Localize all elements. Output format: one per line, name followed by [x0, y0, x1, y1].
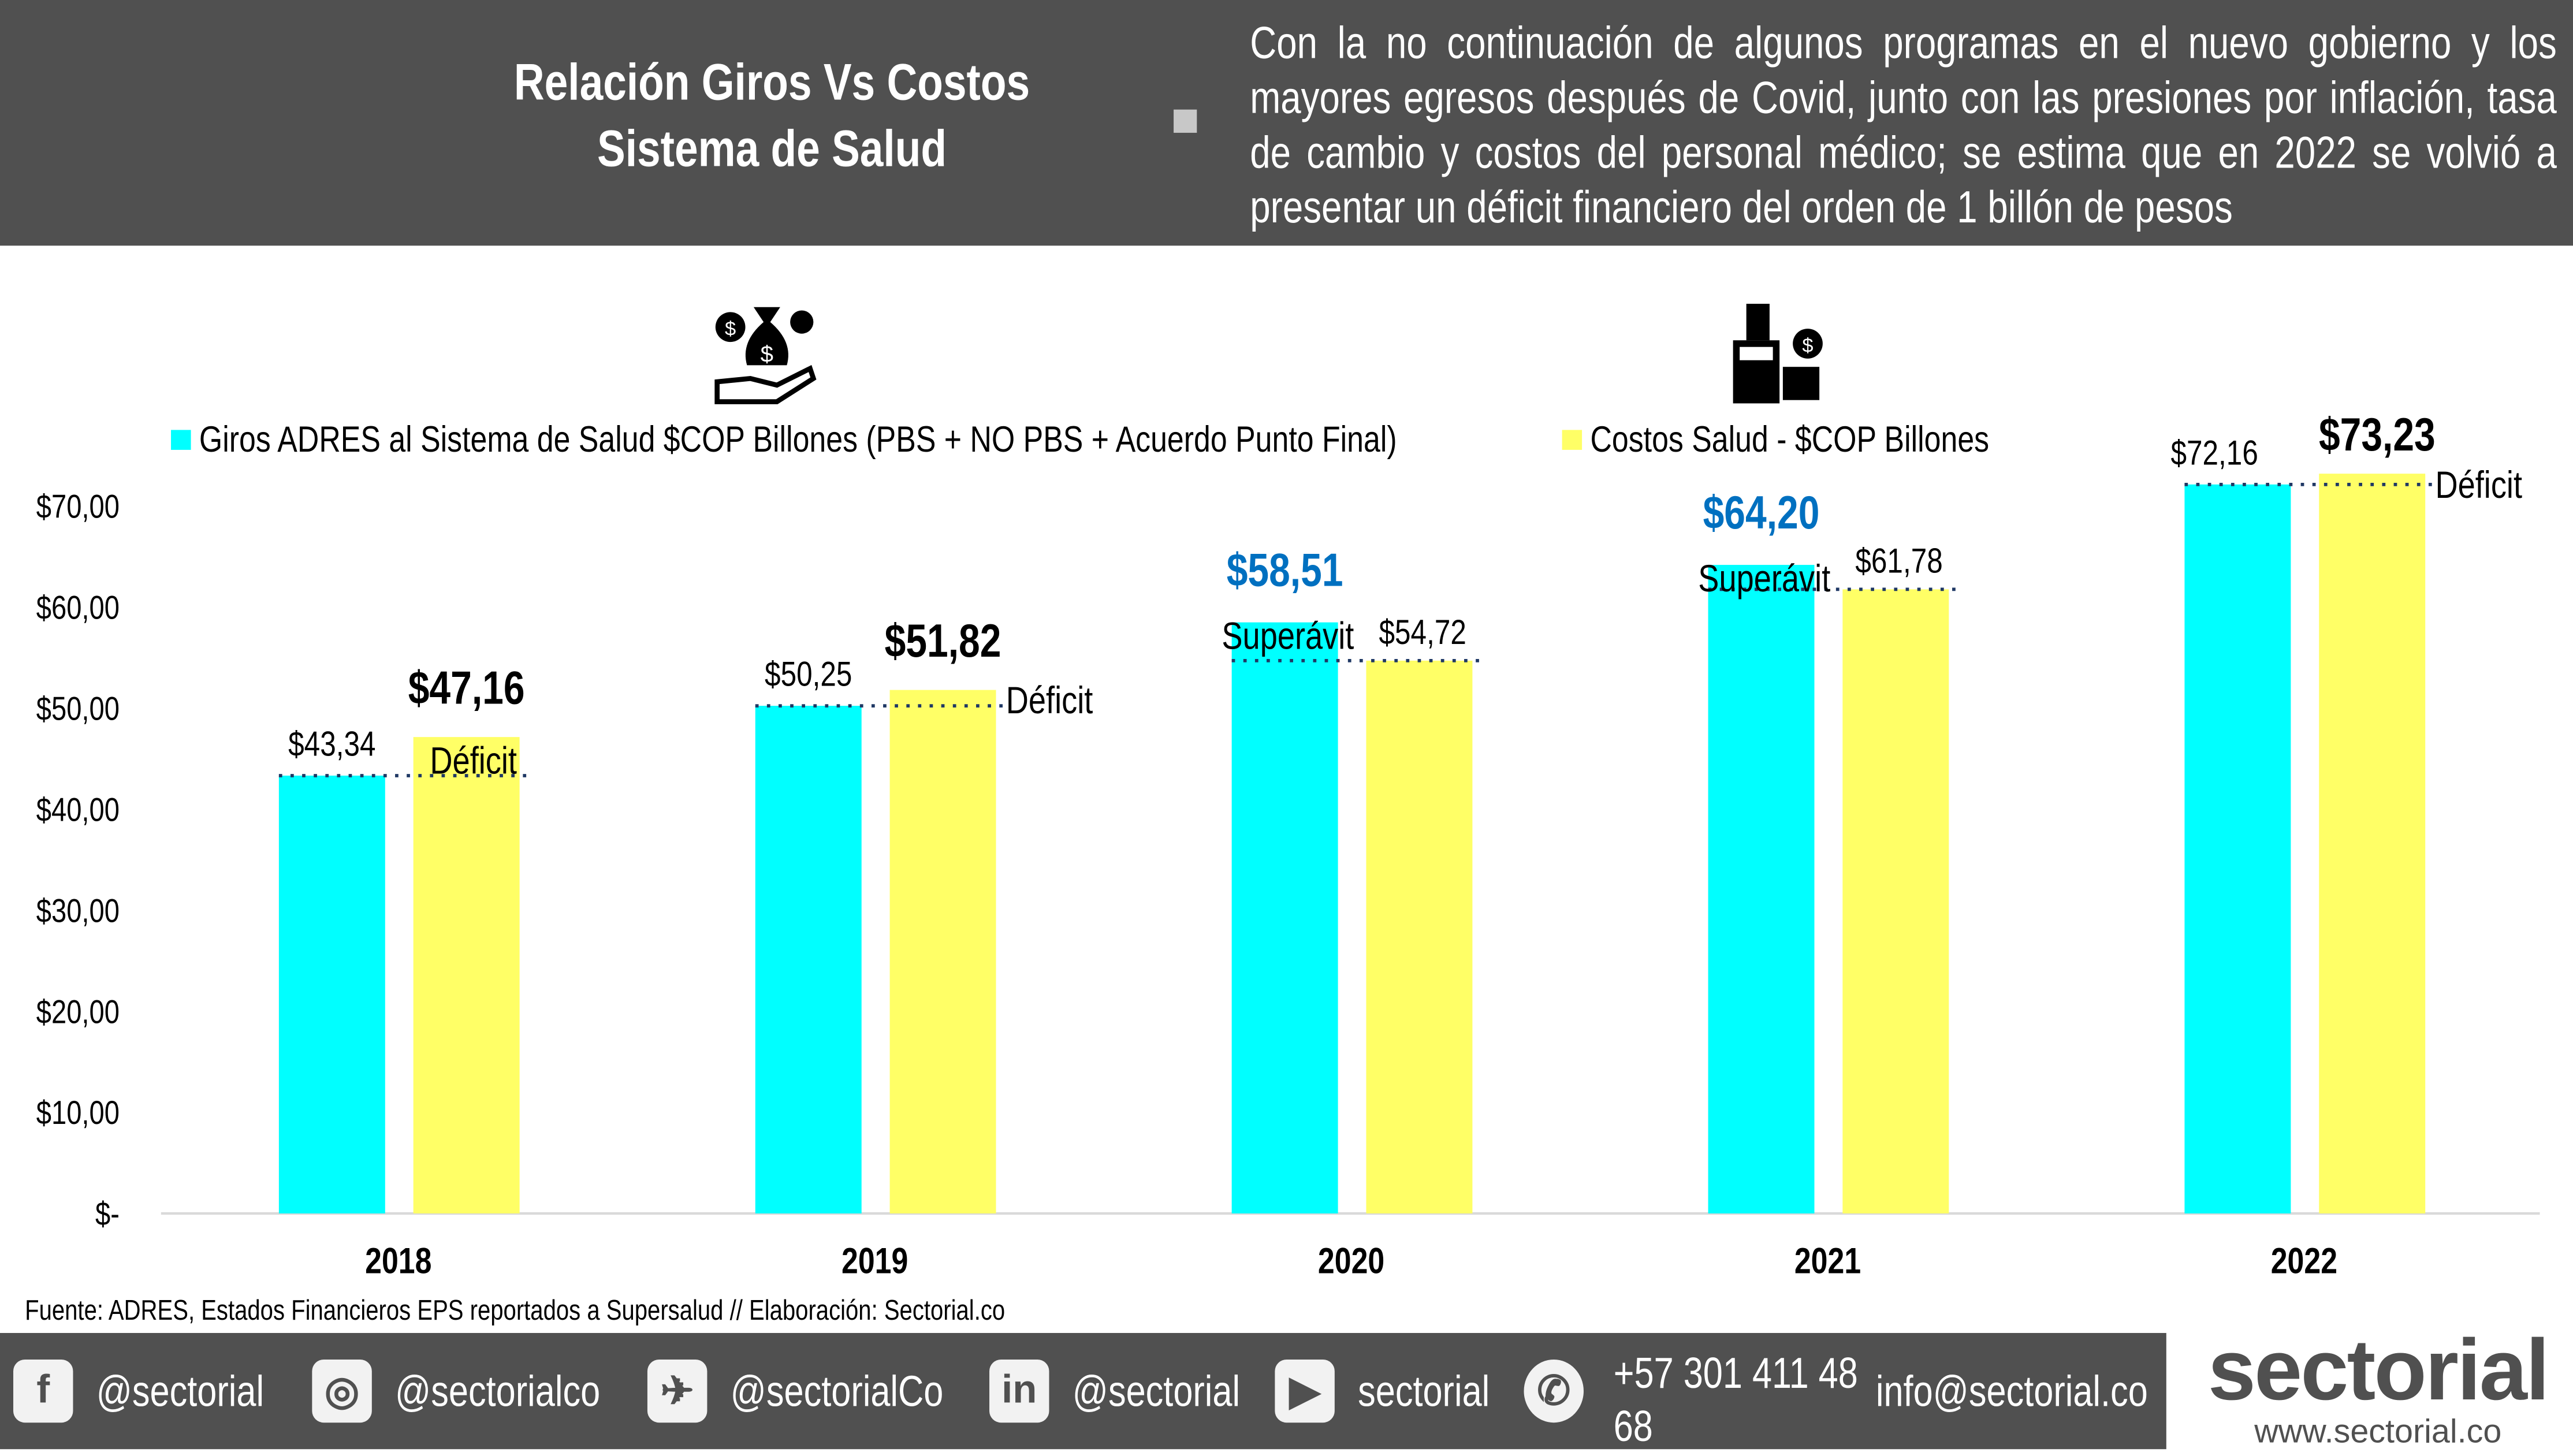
- bullet-square-icon: [1174, 109, 1197, 133]
- x-tick-label: 2022: [2271, 1241, 2337, 1282]
- data-label: $50,25: [765, 654, 852, 694]
- data-label: $43,34: [288, 724, 375, 764]
- annotation-déficit: Déficit: [430, 739, 517, 781]
- cash-register-icon: $: [1733, 303, 1823, 404]
- x-tick-label: 2021: [1794, 1241, 1861, 1282]
- annotation-déficit: Déficit: [1006, 679, 1093, 721]
- twitter-icon: ✈: [647, 1359, 708, 1423]
- data-label: $54,72: [1379, 612, 1466, 651]
- phone-number: +57 301 411 48 68: [1614, 1346, 1912, 1453]
- legend-label: Giros ADRES al Sistema de Salud $COP Bil…: [199, 419, 1397, 460]
- x-tick-label: 2020: [1318, 1241, 1384, 1282]
- data-label: $61,78: [1855, 541, 1942, 580]
- data-label: $64,20: [1703, 486, 1820, 539]
- y-tick-label: $10,00: [36, 1094, 120, 1132]
- x-tick-label: 2019: [841, 1241, 908, 1282]
- summary-text: Con la no continuación de algunos progra…: [1250, 18, 2557, 233]
- data-label: $72,16: [2171, 433, 2258, 472]
- legend-swatch: [171, 430, 191, 450]
- instagram-handle: @sectorialco: [395, 1365, 601, 1416]
- y-tick-label: $50,00: [36, 690, 120, 728]
- logo-wordmark: sectorial: [2207, 1323, 2550, 1420]
- bar-giros-2020: [1231, 622, 1338, 1214]
- page-title: Relación Giros Vs Costos Sistema de Salu…: [513, 53, 1030, 178]
- svg-text:$: $: [1802, 334, 1813, 356]
- bar-costos-2018: [413, 737, 520, 1214]
- y-tick-label: $70,00: [36, 488, 120, 526]
- phone-line-1: +57 301 411 48: [1613, 1347, 1858, 1398]
- y-tick-label: $20,00: [36, 993, 120, 1031]
- logo-url: www.sectorial.co: [2254, 1414, 2502, 1451]
- legend-swatch: [1562, 430, 1582, 450]
- y-tick-label: $30,00: [36, 892, 120, 930]
- y-tick-label: $60,00: [36, 589, 120, 627]
- youtube-icon: ▶: [1275, 1359, 1335, 1423]
- data-label: $51,82: [885, 615, 1001, 667]
- whatsapp-icon: ✆: [1524, 1359, 1584, 1423]
- twitter-link[interactable]: ✈ @sectorialCo: [647, 1333, 990, 1449]
- y-tick-label: $-: [95, 1196, 120, 1233]
- svg-text:$: $: [725, 318, 736, 340]
- bar-costos-2022: [2319, 474, 2426, 1214]
- instagram-icon: ◎: [312, 1359, 372, 1423]
- annotation-déficit: Déficit: [2435, 463, 2522, 506]
- sectorial-logo: sectorial www.sectorial.co: [2199, 1328, 2556, 1453]
- email-link[interactable]: info@sectorial.co: [1876, 1333, 2207, 1449]
- legend: Giros ADRES al Sistema de Salud $COP Bil…: [171, 419, 1989, 460]
- bar-costos-2019: [889, 690, 996, 1214]
- social-footer: f @sectorial ◎ @sectorialco ✈ @sectorialCo …: [0, 1332, 2166, 1451]
- legend-label: Costos Salud - $COP Billones: [1590, 419, 1989, 460]
- bar-costos-2021: [1842, 589, 1949, 1214]
- money-hand-icon: $ $: [714, 307, 817, 404]
- y-tick-label: $40,00: [36, 791, 120, 829]
- youtube-link[interactable]: ▶ sectorial: [1275, 1333, 1518, 1449]
- annotation-superávit: Superávit: [1222, 614, 1354, 657]
- phone-line-2: 68: [1613, 1401, 1653, 1451]
- youtube-handle: sectorial: [1358, 1365, 1490, 1416]
- data-label: $47,16: [408, 661, 525, 714]
- annotation-superávit: Superávit: [1698, 557, 1830, 599]
- bar-giros-2018: [278, 775, 385, 1214]
- bar-costos-2020: [1366, 660, 1473, 1214]
- linkedin-handle: @sectorial: [1072, 1365, 1241, 1416]
- bar-giros-2019: [755, 706, 862, 1214]
- whatsapp-link[interactable]: ✆: [1524, 1333, 1607, 1449]
- linkedin-link[interactable]: in @sectorial: [989, 1333, 1277, 1449]
- linkedin-icon: in: [989, 1359, 1049, 1423]
- data-label: $73,23: [2319, 408, 2436, 461]
- svg-text:$: $: [761, 341, 773, 367]
- twitter-handle: @sectorialCo: [730, 1365, 944, 1416]
- bar-giros-2021: [1708, 565, 1815, 1214]
- email-text: info@sectorial.co: [1875, 1365, 2148, 1416]
- facebook-handle: @sectorial: [96, 1365, 265, 1416]
- bars: $43,34$47,16Déficit2018$50,25$51,82Défic…: [278, 408, 2522, 1282]
- data-label: $58,51: [1227, 543, 1343, 596]
- source-note: Fuente: ADRES, Estados Financieros EPS r…: [25, 1295, 1220, 1328]
- x-tick-label: 2018: [365, 1241, 431, 1282]
- facebook-icon: f: [13, 1359, 73, 1423]
- y-axis: $- $10,00 $20,00 $30,00 $40,00 $50,00 $60,00 $7…: [36, 488, 120, 1232]
- instagram-link[interactable]: ◎ @sectorialco: [312, 1333, 645, 1449]
- header-banner: Relación Giros Vs Costos Sistema de Salu…: [0, 0, 2573, 246]
- bar-chart: $ $ $ Giros ADRES al Sistema de Salud $C…: [36, 303, 2540, 1282]
- facebook-link[interactable]: f @sectorial: [13, 1333, 301, 1449]
- bar-giros-2022: [2184, 484, 2291, 1214]
- source-text: Fuente: ADRES, Estados Financieros EPS r…: [25, 1294, 1006, 1327]
